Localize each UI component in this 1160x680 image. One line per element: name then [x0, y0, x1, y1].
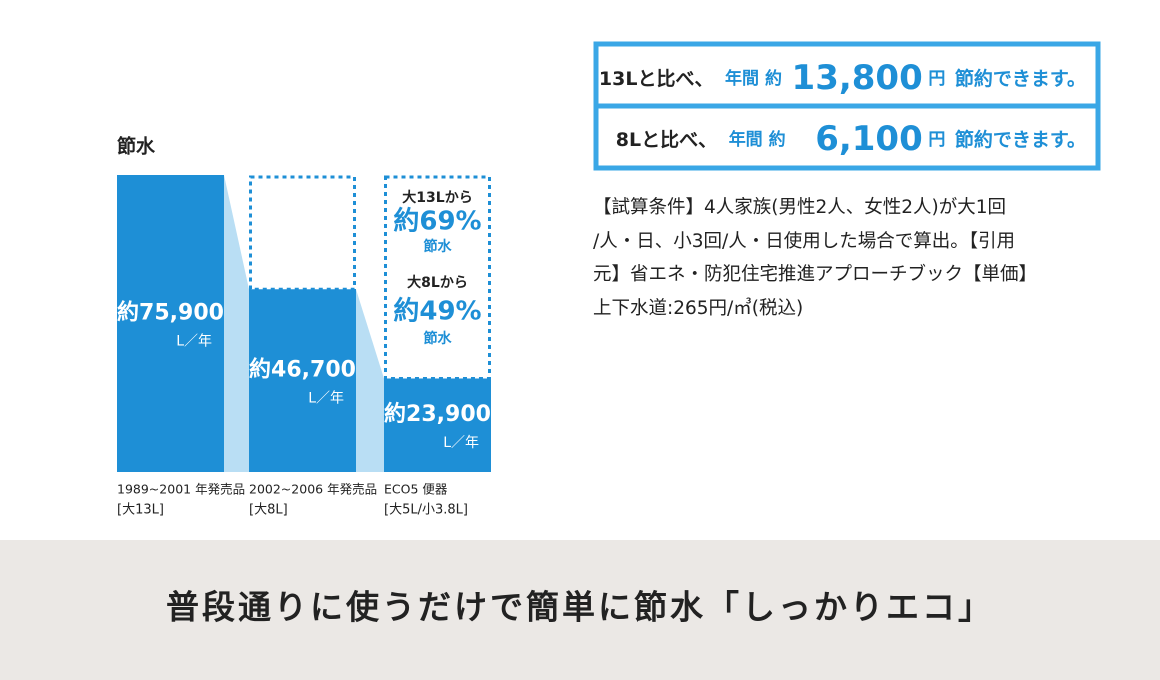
banner-text: 普段通りに使うだけで簡単に節水「しっかりエコ」	[166, 588, 994, 627]
savings-amount: 13,800	[792, 58, 923, 98]
connector	[224, 175, 249, 472]
x-tick-note: [大5L/小3.8L]	[384, 503, 468, 518]
savings-row: 13Lと比べ、 年間 約 13,800 円 節約できます。	[599, 58, 1086, 98]
conditions-line: 元】省エネ・防犯住宅推進アプローチブック【単価】	[593, 263, 1037, 285]
savings-tail: 節約できます。	[955, 67, 1086, 90]
chart-title: 節水	[117, 135, 156, 158]
savings-mid: 年間 約	[725, 68, 782, 89]
savings-unit: 円	[928, 130, 945, 150]
reference-outline	[249, 175, 356, 291]
unit-label: L／年	[176, 334, 212, 350]
savings-row: 8Lと比べ、 年間 約 6,100 円 節約できます。	[616, 119, 1086, 159]
savings-lead: 13Lと比べ、	[599, 68, 714, 90]
savings-tail: 節約できます。	[955, 128, 1086, 151]
annotation-value: 約49%	[393, 296, 481, 327]
value-label: 約46,700	[249, 357, 356, 383]
bar	[117, 175, 224, 472]
x-tick-note: [大13L]	[117, 503, 164, 518]
reference-outline	[384, 175, 491, 380]
conditions-line: 上下水道:265円/㎥(税込)	[593, 298, 803, 319]
x-tick-label: 1989~2001 年発売品	[117, 482, 245, 497]
annotation-from: 大13Lから	[402, 189, 472, 206]
savings-lead: 8Lと比べ、	[616, 129, 717, 151]
savings-amount: 6,100	[815, 119, 923, 159]
bar	[249, 289, 356, 472]
x-tick-label: ECO5 便器	[384, 482, 448, 497]
annotation-value: 約69%	[393, 206, 481, 237]
value-label: 約75,900	[117, 300, 224, 326]
savings-unit: 円	[928, 69, 945, 89]
unit-label: L／年	[308, 391, 344, 407]
annotation-from: 大8Lから	[407, 274, 468, 291]
conditions-line: 【試算条件】4人家族(男性2人、女性2人)が大1回	[593, 197, 1006, 218]
conditions-line: /人・日、小3回/人・日使用した場合で算出。【引用	[593, 231, 1015, 252]
x-tick-note: [大8L]	[249, 503, 288, 518]
banner	[0, 540, 1160, 680]
annotation-suffix: 節水	[424, 238, 453, 255]
value-label: 約23,900	[384, 401, 491, 427]
unit-label: L／年	[443, 435, 479, 451]
bar	[384, 378, 491, 472]
savings-mid: 年間 約	[729, 129, 786, 150]
x-tick-label: 2002~2006 年発売品	[249, 482, 377, 497]
connector	[356, 289, 384, 472]
annotation-suffix: 節水	[424, 330, 453, 347]
